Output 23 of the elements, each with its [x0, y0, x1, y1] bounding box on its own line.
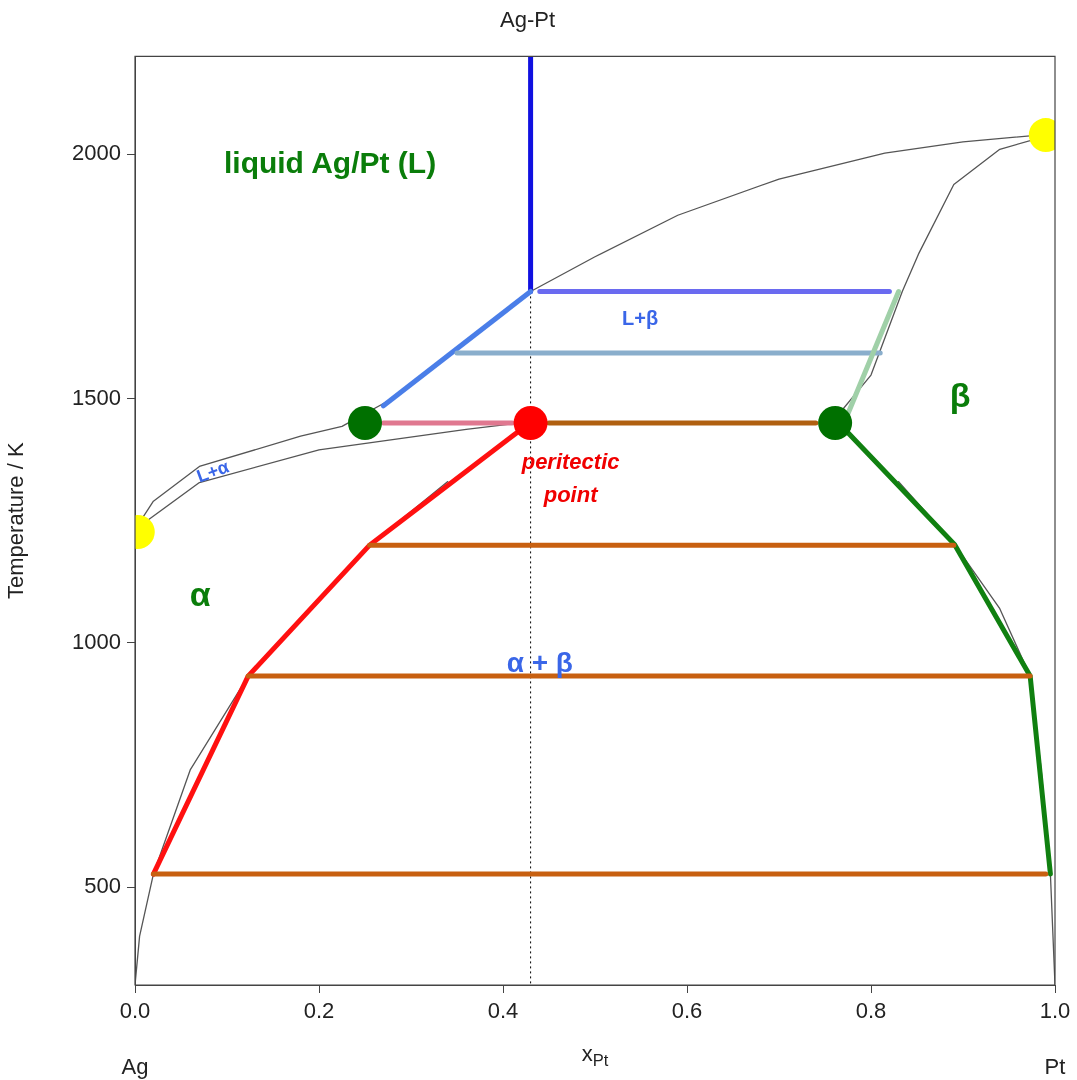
y-tick-label: 1000: [72, 628, 121, 654]
x-tick-label: 1.0: [1039, 998, 1071, 1024]
annotation: L+α: [194, 456, 232, 487]
y-axis-title: Temperature / K: [3, 442, 29, 599]
y-tick-label: 2000: [72, 140, 121, 166]
x-tick-label: 0.8: [855, 998, 887, 1024]
y-tick-label: 1500: [72, 384, 121, 410]
annotation: liquid Ag/Pt (L): [223, 146, 437, 180]
x-tick-label: 0.0: [119, 998, 151, 1024]
annotation: L+β: [622, 306, 659, 329]
x-tick-label: 0.6: [671, 998, 703, 1024]
x-tick-label: 0.2: [303, 998, 335, 1024]
chart-title: Ag-Pt: [499, 7, 556, 33]
annotation: β: [949, 376, 971, 415]
y-tick-label: 500: [84, 873, 121, 899]
annotation: α + β: [506, 647, 573, 679]
point: [513, 405, 548, 440]
text: Pt: [1044, 1054, 1066, 1080]
x-tick-label: 0.4: [487, 998, 519, 1024]
text: Ag: [121, 1054, 149, 1080]
point: [348, 405, 382, 440]
annotation: peritectic point: [520, 448, 620, 507]
annotation: α: [189, 575, 211, 614]
